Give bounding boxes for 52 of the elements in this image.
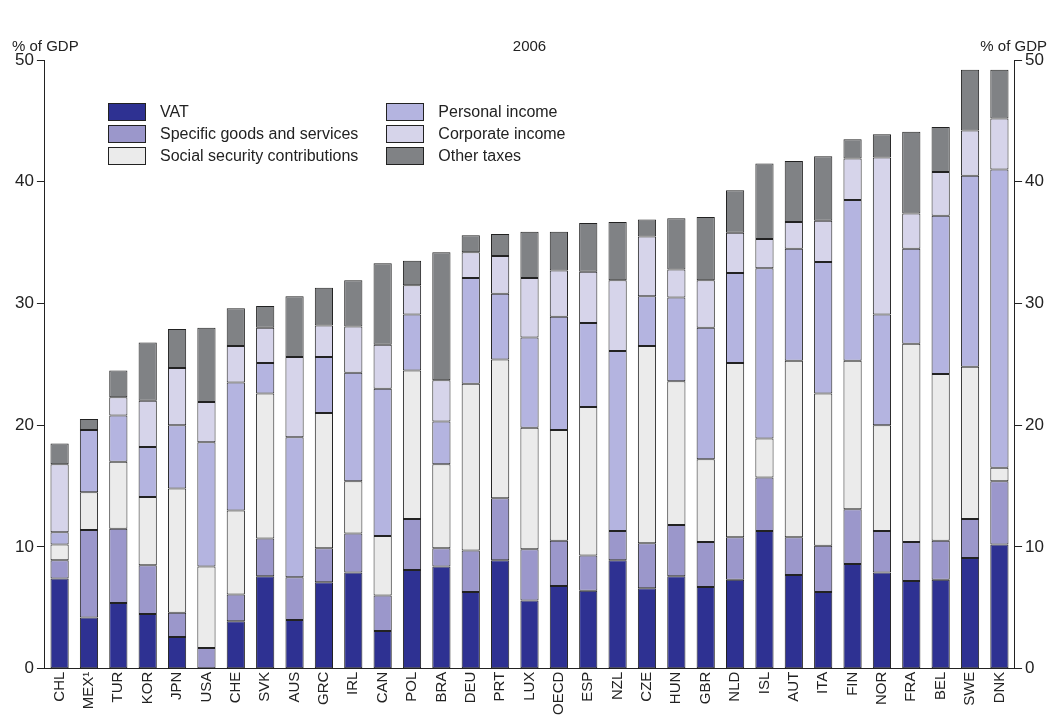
x-tick-label: LUX (519, 671, 537, 701)
legend-label: Personal income (438, 103, 558, 121)
x-tick-label: PRT (490, 671, 508, 702)
x-tick-label: FRA (901, 671, 919, 702)
x-tick-label: AUT (783, 671, 801, 702)
legend-label: VAT (160, 103, 189, 121)
x-tick-label: ESP (578, 671, 596, 702)
x-tick-label: NLD (725, 671, 743, 702)
x-tick-label: BEL (930, 671, 948, 701)
legend-label: Other taxes (438, 147, 522, 165)
x-tick-label: ISL (754, 671, 772, 695)
legend-label: Specific goods and services (160, 125, 359, 143)
y2-tick-label: 30 (1025, 293, 1045, 313)
x-tick-label: CHL (49, 671, 67, 702)
x-tick-label: CZE (637, 671, 655, 702)
x-tick-label: POL (402, 671, 420, 702)
y2-axis-title: % of GDP (980, 36, 1047, 54)
y-axis-title: % of GDP (12, 36, 79, 54)
legend-label: Social security contributions (160, 147, 359, 165)
y-tick-label: 20 (14, 414, 34, 434)
y2-tick-label: 40 (1025, 171, 1045, 191)
x-tick-label: TUR (108, 671, 126, 703)
x-tick-label: HUN (666, 671, 684, 705)
x-tick-label: ITA (813, 671, 831, 694)
y-tick-label: 30 (14, 293, 34, 313)
x-tick-label: MEX¹ (79, 671, 97, 710)
y2-tick-label: 20 (1025, 414, 1045, 434)
x-tick-label: JPN (167, 671, 185, 701)
x-tick-label: SVK (255, 671, 273, 702)
x-tick-label: SWE (960, 671, 978, 706)
x-tick-label: NZL (607, 671, 625, 701)
x-tick-label: CAN (372, 671, 390, 704)
x-tick-label: BRA (431, 671, 449, 703)
x-tick-label: OECD (549, 671, 567, 716)
y-tick-label: 0 (24, 658, 34, 678)
chart-title: 2006 (512, 37, 547, 55)
x-tick-label: CHE (225, 671, 243, 704)
x-tick-label: USA (196, 671, 214, 703)
y-tick-label: 40 (14, 171, 34, 191)
x-tick-label: DEU (460, 671, 478, 704)
y2-tick-label: 10 (1025, 536, 1045, 556)
x-tick-label: FIN (842, 671, 860, 696)
x-tick-label: GBR (695, 671, 713, 705)
legend-label: Corporate income (438, 125, 566, 143)
x-tick-label: KOR (137, 671, 155, 705)
x-tick-label: NOR (872, 671, 890, 706)
y-tick-label: 10 (14, 536, 34, 556)
x-tick-label: DNK (989, 671, 1007, 704)
x-tick-label: IRL (343, 671, 361, 696)
x-tick-label: AUS (284, 671, 302, 703)
x-tick-label: GRC (314, 671, 332, 706)
y2-tick-label: 0 (1025, 658, 1035, 678)
